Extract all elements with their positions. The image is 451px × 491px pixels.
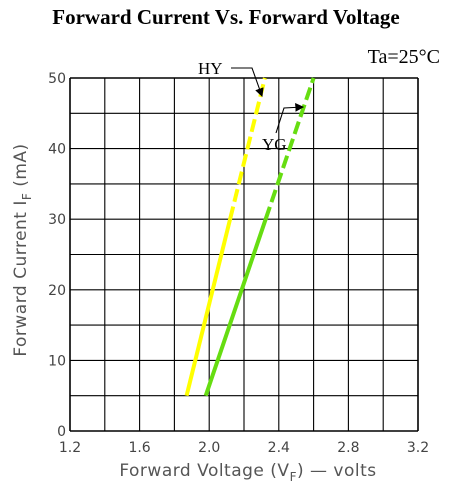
y-tick-label: 40 (48, 142, 66, 158)
series-labels: HY YG (198, 59, 305, 154)
grid (69, 77, 419, 432)
x-tick-label: 1.6 (128, 440, 150, 456)
y-tick-label: 30 (48, 212, 66, 228)
y-tick-labels: 0 10 20 30 40 50 (48, 71, 66, 440)
y-tick-label: 20 (48, 283, 66, 299)
x-tick-label: 2.0 (198, 440, 220, 456)
x-tick-label: 3.2 (407, 440, 429, 456)
series-layer (184, 77, 316, 397)
temperature-condition: Ta=25°C (368, 46, 440, 68)
series-label-hy: HY (198, 59, 223, 78)
series-line-hy-dashed (228, 77, 267, 220)
x-axis-label: Forward Voltage (VF) — volts (119, 461, 376, 484)
chart-title: Forward Current Vs. Forward Voltage (52, 5, 399, 29)
series-label-yg-arrow (275, 103, 305, 134)
x-tick-label: 1.2 (59, 440, 81, 456)
y-tick-label: 0 (57, 424, 66, 440)
series-label-hy-arrow (231, 67, 264, 98)
x-tick-label: 2.8 (337, 440, 359, 456)
series-line-yg-dashed (263, 77, 316, 220)
series-line-hy (184, 218, 233, 397)
series-line-yg (203, 218, 268, 397)
y-axis-label: Forward Current IF (mA) (11, 143, 34, 356)
y-tick-label: 50 (48, 71, 66, 87)
y-tick-label: 10 (48, 353, 66, 369)
series-label-yg: YG (262, 135, 287, 154)
x-tick-labels: 1.2 1.6 2.0 2.4 2.8 3.2 (59, 440, 429, 456)
x-tick-label: 2.4 (268, 440, 290, 456)
